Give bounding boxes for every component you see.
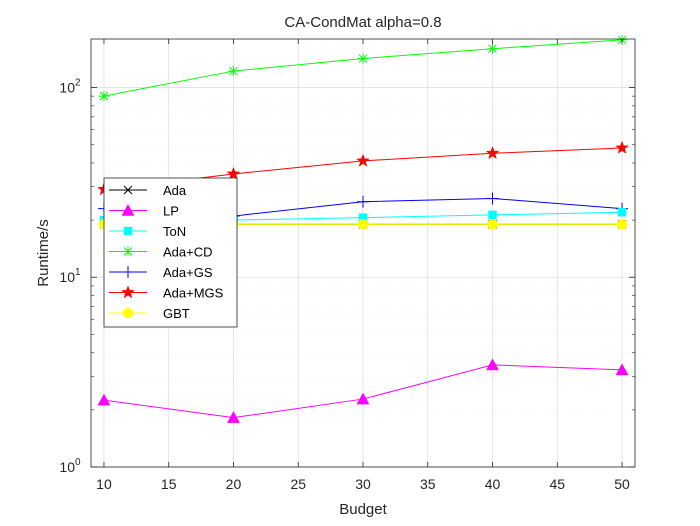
data-point [486,358,499,371]
data-point [485,146,500,160]
x-tick-label: 15 [161,476,177,492]
y-tick-label-base: 10 [59,269,75,285]
data-point [227,411,240,423]
legend-box [103,177,238,328]
legend: Ada LP ToN Ada+CD Ada+GS Ada+MGS GBT [103,177,238,328]
legend-label: Ada [163,183,187,198]
data-point [487,219,498,230]
legend-label: Ada+CD [163,245,213,260]
chart-title: CA-CondMat alpha=0.8 [284,14,441,31]
legend-label: Ada+GS [163,265,213,280]
data-point [486,192,499,205]
data-point [615,140,629,154]
data-point [357,219,369,230]
legend-item: Ada+MGS [109,285,224,301]
y-tick-label: 101 [59,267,81,285]
x-tick-label: 30 [355,476,371,492]
legend-item: Ada [109,183,187,198]
x-tick-label: 40 [485,476,501,492]
legend-marker [123,185,133,195]
data-point [356,153,370,167]
x-axis-label: Budget [339,501,387,518]
y-tick-label-base: 10 [59,459,75,475]
legend-item: GBT [109,306,190,321]
y-tick-label: 100 [59,457,81,475]
data-point [356,392,370,405]
x-tick-label: 25 [290,476,306,492]
data-point [358,53,368,64]
legend-marker [122,307,134,319]
legend-marker [123,226,133,236]
series-ada-cd [98,34,628,102]
data-point [226,166,241,180]
data-point [357,195,369,208]
data-point [98,91,109,102]
y-tick-label-exponent: 1 [75,267,81,278]
x-tick-label: 45 [549,476,565,492]
legend-marker [122,266,134,278]
x-tick-label: 10 [96,476,112,492]
y-tick-label: 102 [59,77,81,95]
data-point [615,363,629,376]
legend-marker [121,203,135,216]
legend-item: ToN [109,224,186,239]
legend-marker [123,246,133,257]
data-point [488,210,497,220]
legend-label: LP [163,204,179,219]
data-point [97,393,111,406]
x-tick-label: 35 [420,476,436,492]
x-tick-label: 20 [226,476,242,492]
y-tick-label-exponent: 2 [75,77,81,88]
data-point [228,66,239,77]
series-lp [97,358,629,423]
legend-label: GBT [163,306,190,321]
legend-label: Ada+MGS [163,286,224,301]
legend-item: Ada+CD [109,245,213,260]
legend-label: ToN [163,224,186,239]
y-axis-label: Runtime/s [35,219,52,287]
legend-item: LP [109,204,179,219]
legend-item: Ada+GS [109,265,213,280]
data-point [616,219,628,230]
y-tick-label-exponent: 0 [75,457,81,468]
data-point [487,43,498,54]
data-point [617,207,627,217]
legend-marker [121,285,135,299]
y-tick-label-base: 10 [59,79,75,95]
x-tick-label: 50 [614,476,630,492]
